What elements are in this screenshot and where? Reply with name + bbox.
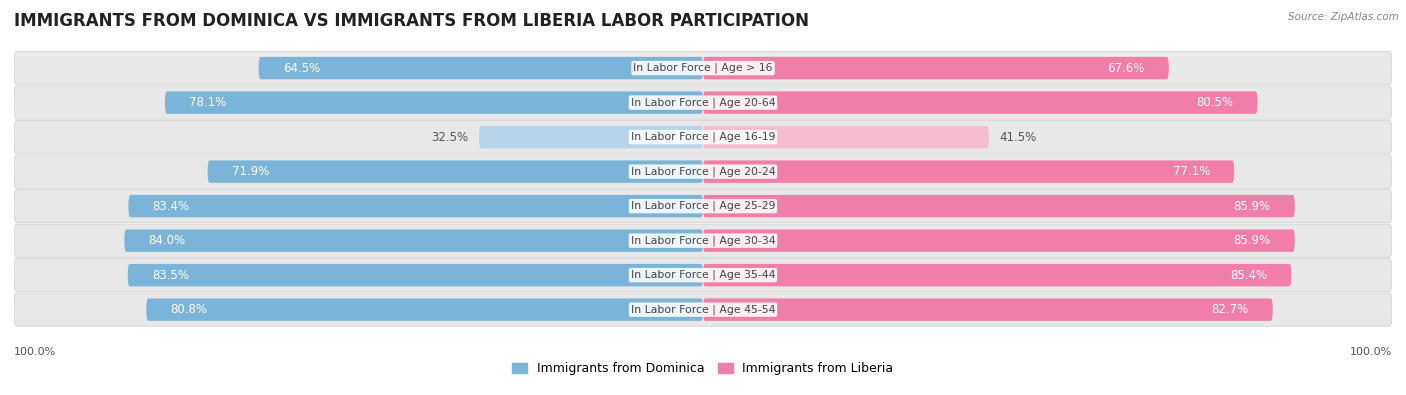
Text: 84.0%: 84.0%	[149, 234, 186, 247]
FancyBboxPatch shape	[703, 229, 1295, 252]
Text: 82.7%: 82.7%	[1212, 303, 1249, 316]
Legend: Immigrants from Dominica, Immigrants from Liberia: Immigrants from Dominica, Immigrants fro…	[508, 357, 898, 380]
Text: 78.1%: 78.1%	[188, 96, 226, 109]
FancyBboxPatch shape	[14, 224, 1392, 257]
FancyBboxPatch shape	[14, 155, 1392, 188]
Text: In Labor Force | Age 35-44: In Labor Force | Age 35-44	[631, 270, 775, 280]
FancyBboxPatch shape	[703, 126, 988, 149]
Text: 100.0%: 100.0%	[1350, 347, 1392, 357]
FancyBboxPatch shape	[14, 86, 1392, 119]
FancyBboxPatch shape	[14, 293, 1392, 326]
FancyBboxPatch shape	[165, 91, 703, 114]
Text: 83.5%: 83.5%	[152, 269, 188, 282]
Text: In Labor Force | Age 45-54: In Labor Force | Age 45-54	[631, 305, 775, 315]
Text: 67.6%: 67.6%	[1108, 62, 1144, 75]
Text: 32.5%: 32.5%	[432, 131, 468, 144]
FancyBboxPatch shape	[703, 160, 1234, 183]
FancyBboxPatch shape	[208, 160, 703, 183]
Text: In Labor Force | Age 25-29: In Labor Force | Age 25-29	[631, 201, 775, 211]
Text: 85.9%: 85.9%	[1233, 234, 1271, 247]
FancyBboxPatch shape	[703, 195, 1295, 217]
FancyBboxPatch shape	[703, 57, 1168, 79]
FancyBboxPatch shape	[703, 91, 1257, 114]
Text: 85.9%: 85.9%	[1233, 199, 1271, 213]
FancyBboxPatch shape	[703, 299, 1272, 321]
Text: 41.5%: 41.5%	[1000, 131, 1036, 144]
Text: In Labor Force | Age 30-34: In Labor Force | Age 30-34	[631, 235, 775, 246]
Text: Source: ZipAtlas.com: Source: ZipAtlas.com	[1288, 12, 1399, 22]
FancyBboxPatch shape	[124, 229, 703, 252]
FancyBboxPatch shape	[128, 264, 703, 286]
Text: 100.0%: 100.0%	[14, 347, 56, 357]
FancyBboxPatch shape	[479, 126, 703, 149]
Text: 77.1%: 77.1%	[1173, 165, 1211, 178]
Text: 83.4%: 83.4%	[152, 199, 190, 213]
Text: In Labor Force | Age 20-24: In Labor Force | Age 20-24	[631, 166, 775, 177]
Text: 80.8%: 80.8%	[170, 303, 208, 316]
FancyBboxPatch shape	[259, 57, 703, 79]
FancyBboxPatch shape	[14, 190, 1392, 223]
FancyBboxPatch shape	[14, 259, 1392, 292]
FancyBboxPatch shape	[14, 120, 1392, 154]
FancyBboxPatch shape	[128, 195, 703, 217]
FancyBboxPatch shape	[703, 264, 1291, 286]
Text: In Labor Force | Age 20-64: In Labor Force | Age 20-64	[631, 97, 775, 108]
Text: IMMIGRANTS FROM DOMINICA VS IMMIGRANTS FROM LIBERIA LABOR PARTICIPATION: IMMIGRANTS FROM DOMINICA VS IMMIGRANTS F…	[14, 12, 808, 30]
Text: 71.9%: 71.9%	[232, 165, 269, 178]
Text: In Labor Force | Age > 16: In Labor Force | Age > 16	[633, 63, 773, 73]
Text: In Labor Force | Age 16-19: In Labor Force | Age 16-19	[631, 132, 775, 142]
Text: 80.5%: 80.5%	[1197, 96, 1233, 109]
FancyBboxPatch shape	[146, 299, 703, 321]
FancyBboxPatch shape	[14, 51, 1392, 85]
Text: 64.5%: 64.5%	[283, 62, 321, 75]
Text: 85.4%: 85.4%	[1230, 269, 1267, 282]
